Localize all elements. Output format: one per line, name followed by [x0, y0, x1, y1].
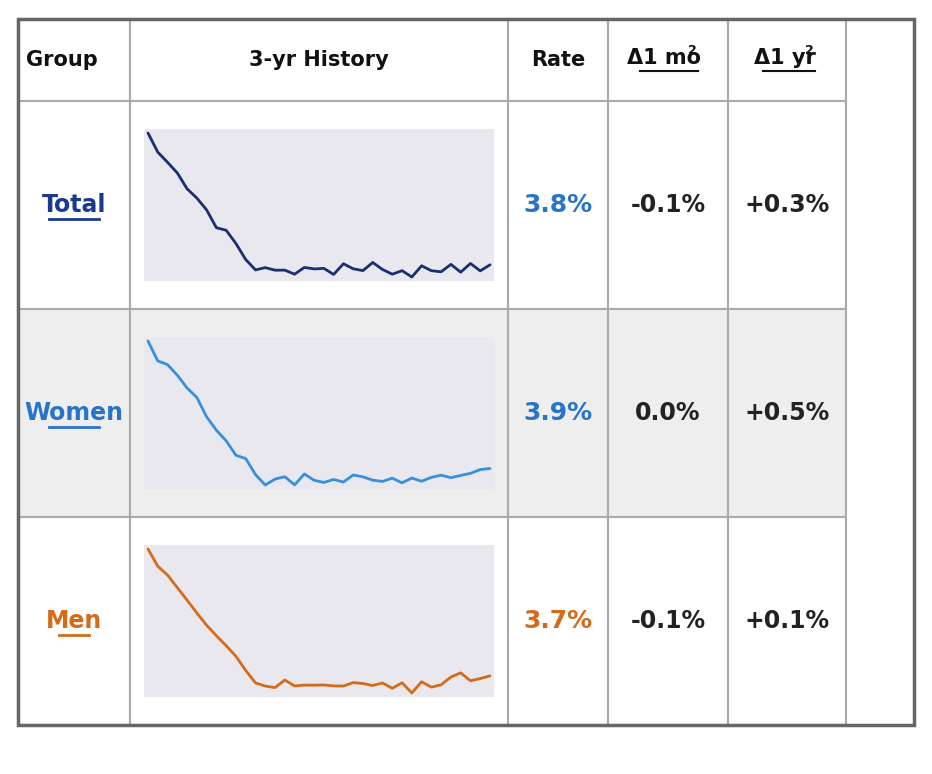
Bar: [728, 517, 846, 725]
Bar: [144, 129, 494, 281]
Bar: [728, 101, 846, 309]
Bar: [130, 19, 508, 101]
Text: -0.1%: -0.1%: [630, 609, 706, 633]
Bar: [608, 19, 728, 101]
Text: 3.9%: 3.9%: [524, 401, 593, 425]
Bar: [608, 517, 728, 725]
Bar: [144, 545, 494, 697]
Bar: [18, 517, 130, 725]
Bar: [728, 19, 846, 101]
Text: +0.3%: +0.3%: [745, 193, 829, 217]
Bar: [508, 517, 608, 725]
Text: Δ1 yr: Δ1 yr: [754, 48, 816, 68]
Text: 0.0%: 0.0%: [636, 401, 701, 425]
Bar: [18, 101, 130, 309]
Text: 2: 2: [688, 43, 696, 57]
Text: Δ1 mo: Δ1 mo: [627, 48, 701, 68]
Text: Total: Total: [42, 193, 106, 217]
Bar: [130, 101, 508, 309]
Text: +0.5%: +0.5%: [745, 401, 829, 425]
Text: 2: 2: [804, 43, 814, 57]
Bar: [508, 309, 608, 517]
Bar: [130, 309, 508, 517]
Text: Group: Group: [26, 50, 98, 70]
Text: 3.7%: 3.7%: [524, 609, 593, 633]
Text: Women: Women: [24, 401, 124, 425]
Bar: [18, 309, 130, 517]
Bar: [608, 309, 728, 517]
Bar: [18, 19, 130, 101]
Bar: [130, 517, 508, 725]
Bar: [508, 101, 608, 309]
Text: Rate: Rate: [531, 50, 585, 70]
Text: +0.1%: +0.1%: [745, 609, 829, 633]
Bar: [608, 101, 728, 309]
Bar: [508, 19, 608, 101]
Bar: [728, 309, 846, 517]
Text: 3-yr History: 3-yr History: [249, 50, 389, 70]
Text: Men: Men: [46, 609, 103, 633]
Text: -0.1%: -0.1%: [630, 193, 706, 217]
Text: 3.8%: 3.8%: [524, 193, 593, 217]
Bar: [144, 337, 494, 489]
